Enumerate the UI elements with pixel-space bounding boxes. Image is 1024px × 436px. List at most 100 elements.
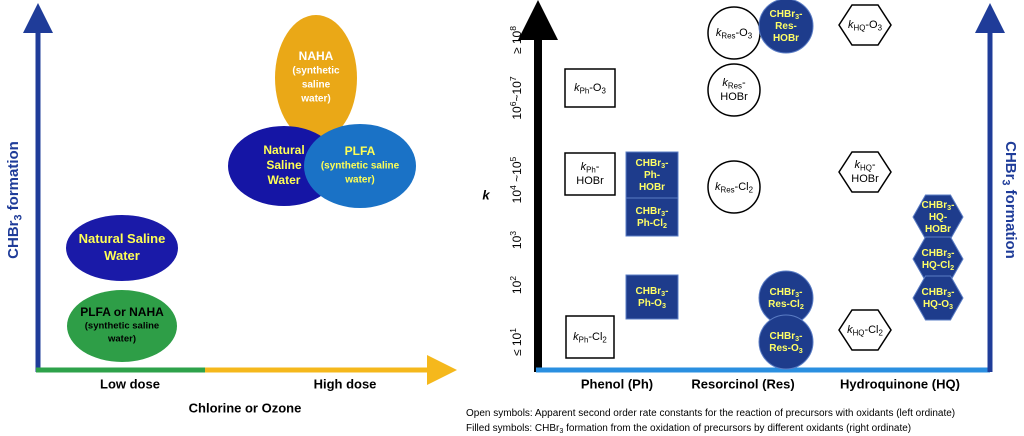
symbol-label: kRes-O3 xyxy=(716,27,753,40)
symbol-label: kHQ-Cl2 xyxy=(847,324,883,337)
text-part: ≥ 10 xyxy=(510,30,524,54)
symbol-label: Res-Cl2 xyxy=(768,299,804,311)
y-tick-label: 104 ~105 xyxy=(508,156,524,203)
symbol-label: HOBr xyxy=(773,33,799,44)
text-part: ≤ 10 xyxy=(510,332,524,356)
ellipse-label: NAHA xyxy=(299,49,334,63)
subscript: 2 xyxy=(879,328,883,337)
symbol-label: HOBr xyxy=(576,175,604,187)
subscript: HQ xyxy=(860,163,872,172)
ellipse-label: (synthetic xyxy=(292,66,340,77)
superscript: 3 xyxy=(508,231,518,236)
text-part: - xyxy=(665,158,668,169)
text-part: CHBr xyxy=(922,287,948,298)
text-part: -O xyxy=(735,27,748,39)
subscript: 3 xyxy=(748,31,753,40)
subscript: 3 xyxy=(661,209,665,218)
symbol-label: HOBr xyxy=(925,224,951,235)
subscript: 3 xyxy=(947,203,951,212)
subscript: Res xyxy=(721,31,735,40)
text-part: ~10 xyxy=(510,81,524,102)
ellipse xyxy=(67,290,177,362)
x-axis-title: Chlorine or Ozone xyxy=(189,400,302,415)
symbol-label: HQ-Cl2 xyxy=(922,260,954,272)
text-part: HOBr xyxy=(773,33,799,44)
circle xyxy=(758,314,814,370)
superscript: 1 xyxy=(508,328,518,333)
text-part: CHBr xyxy=(922,248,948,259)
ellipse xyxy=(66,215,178,281)
text-part: Open symbols: Apparent second order rate… xyxy=(466,408,955,419)
hexagon xyxy=(838,309,892,351)
x-label: Hydroquinone (HQ) xyxy=(840,376,960,391)
x-label: Low dose xyxy=(100,376,160,391)
superscript: 6 xyxy=(508,101,518,106)
ellipse-label: (synthetic saline xyxy=(321,161,400,172)
symbol-label: kPh-O3 xyxy=(574,82,606,95)
subscript: 2 xyxy=(800,302,804,311)
text-part: - xyxy=(951,287,954,298)
subscript: 3 xyxy=(947,251,951,260)
ellipse-label: Water xyxy=(104,248,140,263)
symbol-label: Ph-Cl2 xyxy=(637,218,667,230)
text-part: k xyxy=(848,19,854,31)
square xyxy=(625,151,679,199)
ellipse-label: Saline xyxy=(266,158,302,172)
subscript: 3 xyxy=(602,86,607,95)
x-label: High dose xyxy=(314,376,377,391)
text-part: 10 xyxy=(510,235,524,249)
text-part: - xyxy=(951,200,954,211)
symbol-label: CHBr3- xyxy=(922,287,955,299)
text-part: CHBr xyxy=(1002,141,1019,179)
text-part: k xyxy=(722,77,728,89)
symbol-label: kHQ-O3 xyxy=(848,19,883,32)
text-part: HQ- xyxy=(929,212,947,223)
symbol-label: CHBr3- xyxy=(770,331,803,343)
text-part: - xyxy=(665,206,668,217)
subscript: 3 xyxy=(662,301,666,310)
text-part: HOBr xyxy=(925,224,951,235)
text-part: - xyxy=(596,161,600,173)
text-part: - xyxy=(951,248,954,259)
subscript: 2 xyxy=(749,185,753,194)
text-part: k xyxy=(715,181,721,193)
ellipse-label: water) xyxy=(300,94,330,105)
text-part: formation xyxy=(5,141,22,214)
text-part: CHBr xyxy=(636,158,662,169)
text-part: Res-O xyxy=(769,343,799,354)
square xyxy=(565,315,615,359)
hexagon xyxy=(838,151,892,193)
symbol-label: HQ-O3 xyxy=(923,299,953,311)
text-part: CHBr xyxy=(5,220,22,258)
text-part: -O xyxy=(865,19,878,31)
subscript: HQ xyxy=(854,23,866,32)
text-part: 10 xyxy=(510,190,524,204)
x-label: Phenol (Ph) xyxy=(581,376,653,391)
ellipse-label: PLFA xyxy=(345,144,376,158)
circle xyxy=(707,160,761,214)
symbol-label: CHBr3- xyxy=(636,158,669,170)
text-part: HOBr xyxy=(720,91,748,103)
subscript: 3 xyxy=(878,23,883,32)
symbol-label: CHBr3- xyxy=(770,287,803,299)
square xyxy=(564,68,616,108)
text-part: k xyxy=(581,161,587,173)
hexagon xyxy=(912,275,964,321)
y-axis-label: CHBr3 formation xyxy=(5,141,24,259)
y2-axis-label: CHBr3 formation xyxy=(1000,141,1019,259)
text-part: k xyxy=(854,159,860,171)
square xyxy=(625,274,679,320)
text-part: HQ-O xyxy=(923,299,949,310)
subscript: 2 xyxy=(663,221,667,230)
footnote: Filled symbols: CHBr3 formation from the… xyxy=(466,423,911,435)
text-part: Filled symbols: CHBr xyxy=(466,423,560,434)
symbol-label: HOBr xyxy=(720,91,748,103)
text-part: Res-Cl xyxy=(768,299,800,310)
text-part: k xyxy=(573,331,579,343)
superscript: 5 xyxy=(508,156,518,161)
text-part: HOBr xyxy=(576,175,604,187)
subscript: 3 xyxy=(559,426,563,435)
symbol-label: CHBr3- xyxy=(922,248,955,260)
symbol-label: Res-O3 xyxy=(769,343,802,355)
subscript: 3 xyxy=(795,290,799,299)
